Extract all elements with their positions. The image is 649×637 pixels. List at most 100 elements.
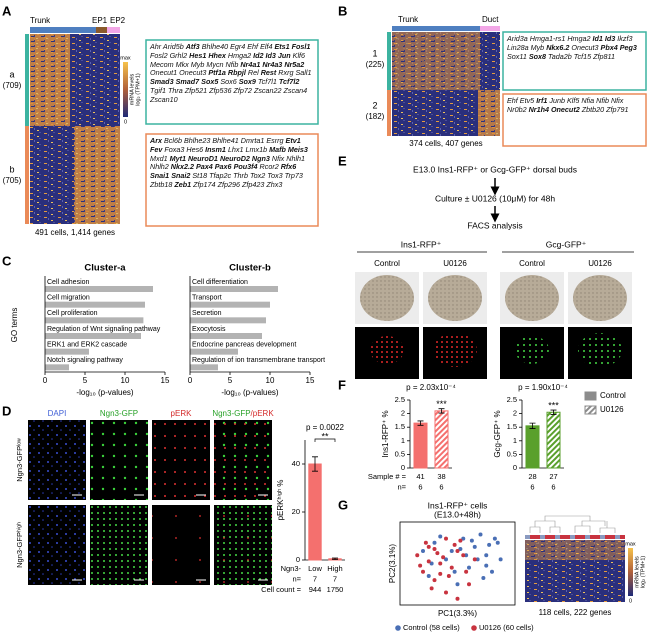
condition-strip: [595, 535, 600, 539]
gene: Sox6: [220, 77, 237, 87]
gene: Snai1: [150, 171, 170, 181]
gene: Hes6: [186, 144, 204, 154]
gene: Pbx4: [600, 42, 618, 52]
gene: Atf3: [185, 42, 200, 51]
gene: Nfia: [581, 96, 595, 105]
y-tick-label: 0.5: [395, 449, 405, 458]
gene: NeuroD2: [219, 153, 250, 163]
caption: 374 cells, 407 genes: [409, 139, 482, 148]
point: [426, 559, 431, 564]
point: [467, 582, 471, 587]
gene: Thra: [167, 85, 183, 95]
count-label: Cell count =: [261, 585, 301, 594]
error-bar: [417, 420, 424, 426]
x-tick-label: 5: [228, 376, 233, 385]
y-axis-title: Ins1-RFP⁺ %: [381, 410, 390, 457]
p-value: p = 2.03x10⁻⁴: [406, 383, 456, 392]
bar: [525, 425, 540, 469]
condition-strip: [615, 535, 620, 539]
gene: Mafb: [269, 144, 286, 154]
category-label: ERK1 and ERK2 cascade: [47, 342, 127, 349]
gene: Rfx6: [280, 162, 297, 172]
legend-marker: [471, 625, 477, 631]
bar: [546, 411, 561, 469]
cluster-name: 1: [372, 48, 377, 58]
category-label: Cell proliferation: [47, 310, 98, 317]
p-value: p = 1.90x10⁻⁴: [518, 383, 568, 392]
gene: Foxa3: [164, 144, 185, 154]
condition-strip: [575, 535, 580, 539]
point: [446, 573, 451, 578]
gene: Mxd1: [150, 153, 168, 163]
gene: Tada2b: [548, 51, 572, 61]
y-tick-label: 2.5: [507, 395, 517, 404]
gene: Tox3: [267, 171, 283, 181]
channel-label-part: /pERK: [251, 409, 275, 418]
point: [432, 546, 437, 551]
legend-label: U0126 (60 cells): [479, 623, 534, 632]
cluster-name: b: [9, 164, 14, 174]
point: [455, 596, 460, 601]
gene-list-text: Ehf Etv5 Irf1 Junb Klf5 Nfia Nfib Nfix N…: [504, 95, 645, 117]
group-label: EP2: [110, 16, 126, 25]
gene: Onecut2: [550, 104, 580, 114]
gene: Klf5: [566, 96, 580, 105]
point: [426, 573, 431, 578]
point: [475, 557, 480, 562]
gene: Pax6: [214, 162, 232, 172]
gene: Zscan4: [283, 85, 308, 95]
cluster-bar: [387, 90, 391, 136]
y-tick-label: 2: [401, 409, 405, 418]
gene: Zfp174: [193, 179, 216, 189]
gene: Ehf: [247, 42, 259, 51]
bar: [190, 317, 266, 324]
point: [484, 553, 489, 558]
gene: Rxrg: [278, 68, 294, 78]
gene: Hmga2: [227, 50, 252, 60]
legend-label: U0126: [600, 405, 624, 414]
y-axis-title: Gcg-GFP⁺ %: [493, 410, 502, 457]
point: [418, 563, 423, 568]
point: [444, 590, 448, 595]
counts-label: 1750: [327, 585, 344, 594]
bar: [190, 301, 270, 308]
point: [498, 557, 503, 562]
gene: Hhex: [208, 50, 226, 60]
channel-label: Ngn3-GFP/pERK: [212, 409, 274, 418]
gene: Zfp521: [184, 85, 208, 95]
gene: Lin28a: [507, 42, 529, 52]
samples-label: 38: [437, 472, 445, 481]
point: [421, 549, 425, 554]
category-label: Secretion: [192, 310, 222, 317]
y-tick-label: 1: [401, 436, 405, 445]
x-axis-title: PC1(3.3%): [438, 609, 477, 618]
gene: Onecut3: [571, 42, 599, 52]
bar: [190, 364, 218, 371]
gene-list: Ehf Etv5 Irf1 Junb Klf5 Nfia Nfib Nfix N…: [504, 95, 645, 117]
gene: Insm1: [205, 144, 226, 154]
group-bar: [107, 27, 120, 33]
cluster-count: (182): [366, 112, 385, 121]
gene: Nfib: [225, 59, 239, 69]
condition-label: U0126: [588, 259, 612, 268]
chart-title: Cluster-b: [229, 263, 271, 274]
colorbar-unit: log₂ (TPM+1): [135, 73, 141, 106]
gene-list-text: Arx Bcl6b Bhlhe23 Bhlhe41 Dmrta1 Esrrg E…: [147, 135, 317, 192]
significance: ***: [548, 400, 559, 410]
gene: St18: [192, 171, 208, 181]
gene: Arid3a: [507, 34, 528, 43]
panel-label: E: [338, 153, 347, 168]
heatmap-block: [525, 540, 625, 560]
gene: Zbtb18: [150, 179, 173, 189]
y-tick-label: 2: [513, 409, 517, 418]
gene: Onecut1: [150, 68, 178, 78]
gene: Jun: [277, 50, 291, 60]
gene: Nr4a3: [262, 59, 283, 69]
point: [452, 542, 457, 547]
error-bar: [438, 408, 445, 414]
step-label: E13.0 Ins1-RFP⁺ or Gcg-GFP⁺ dorsal buds: [413, 164, 577, 174]
caption: 491 cells, 1,414 genes: [35, 228, 115, 237]
gene: Tox2: [249, 171, 266, 181]
x-tick-label: 0: [43, 376, 48, 385]
gene: Ahr: [150, 42, 162, 51]
